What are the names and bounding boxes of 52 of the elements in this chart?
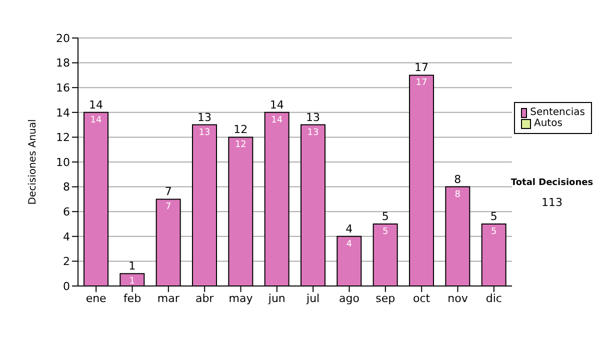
data-label: 4 <box>346 239 352 250</box>
total-label: 7 <box>164 185 172 198</box>
legend-label: Sentencias <box>530 107 585 118</box>
data-label: 14 <box>90 115 102 126</box>
data-label: 12 <box>234 140 246 150</box>
total-label: 14 <box>270 98 284 112</box>
y-tick-label: 8 <box>63 180 70 194</box>
y-tick-label: 14 <box>56 106 70 120</box>
y-tick-label: 2 <box>63 255 70 268</box>
y-tick-label: 10 <box>56 156 70 169</box>
y-tick-label: 16 <box>56 82 70 95</box>
annotation: Total Decisiones <box>510 178 594 188</box>
x-tick-label: feb <box>123 292 142 305</box>
x-tick-label: jun <box>267 292 286 305</box>
data-label: 17 <box>416 78 428 88</box>
data-label: 13 <box>307 128 319 138</box>
total-label: 1 <box>128 260 136 273</box>
data-label: 8 <box>454 190 461 200</box>
legend-label: Autos <box>534 118 562 129</box>
total-label: 8 <box>454 172 462 186</box>
data-label: 7 <box>165 202 172 212</box>
y-tick-label: 12 <box>56 131 70 144</box>
text: 113 <box>540 196 564 209</box>
x-tick-label: dic <box>486 292 502 305</box>
y-axis-title: Decisiones Anual <box>28 119 39 205</box>
y-tick-label: 4 <box>63 230 70 244</box>
y-tick-label: 6 <box>63 206 70 219</box>
total-label: 5 <box>490 210 498 223</box>
x-tick-label: ene <box>86 292 107 305</box>
total-label: 13 <box>198 110 212 124</box>
data-label: 5 <box>382 227 388 237</box>
x-tick-label: nov <box>448 292 468 305</box>
total-label: 4 <box>346 222 353 236</box>
y-tick-label: 0 <box>63 280 70 293</box>
data-label: 1 <box>129 276 136 287</box>
data-label: 5 <box>490 227 497 237</box>
total-label: 13 <box>306 110 320 124</box>
x-tick-label: ago <box>339 292 360 305</box>
x-tick-label: oct <box>413 292 431 305</box>
y-tick-label: 20 <box>56 32 70 45</box>
total-label: 12 <box>234 123 248 136</box>
y-tick-label: 18 <box>56 56 70 70</box>
data-label: 14 <box>271 115 283 126</box>
x-tick-label: abr <box>195 292 214 305</box>
total-label: 17 <box>414 61 428 74</box>
total-label: 5 <box>382 210 389 223</box>
data-label: 13 <box>198 128 210 138</box>
x-tick-label: jul <box>306 292 320 305</box>
x-tick-label: may <box>228 292 254 305</box>
x-tick-label: mar <box>157 292 180 305</box>
total-label: 14 <box>89 98 103 112</box>
x-tick-label: sep <box>376 292 396 305</box>
